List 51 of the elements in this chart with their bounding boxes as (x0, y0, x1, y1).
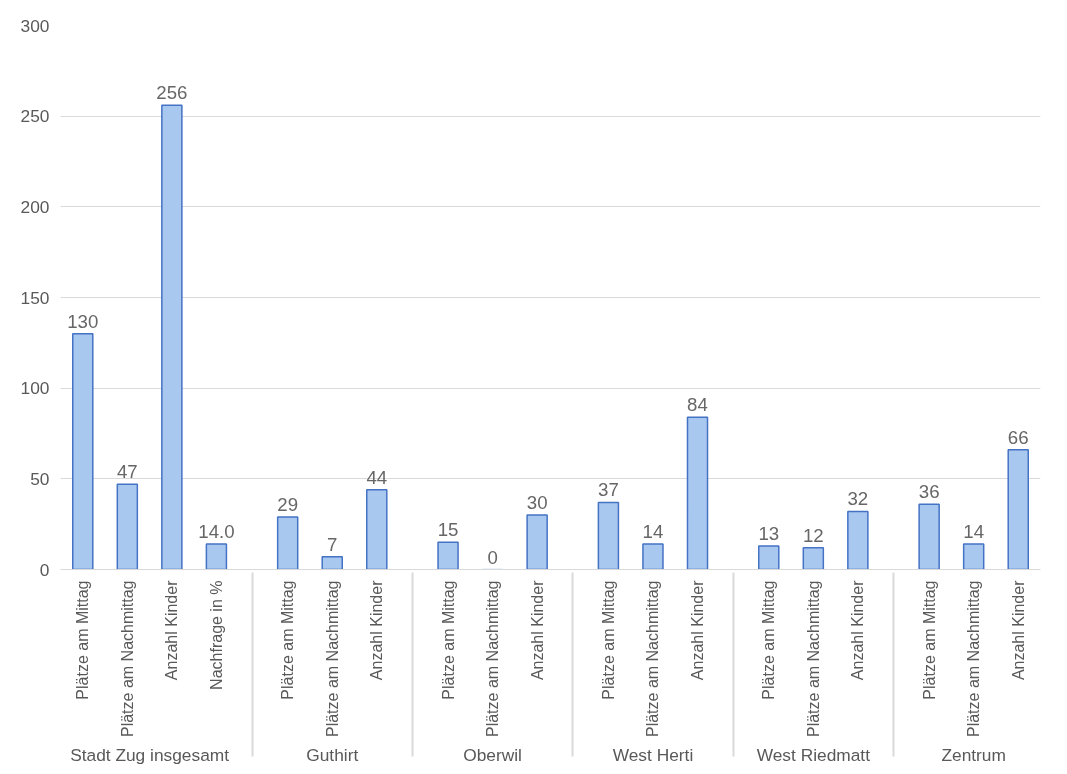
data-label: 36 (918, 481, 940, 503)
y-tick-label: 0 (39, 559, 50, 580)
text: West Herti (612, 745, 694, 766)
data-label: 66 (1007, 426, 1029, 448)
x-tick-label: Plätze am Nachmittag (323, 580, 341, 738)
text: Oberwil (463, 745, 522, 766)
x-tick-label: Plätze am Nachmittag (965, 580, 983, 738)
data-label: 32 (847, 488, 869, 510)
data-label: 15 (437, 519, 459, 541)
data-label: 84 (687, 394, 708, 416)
x-tick-label: Anzahl Kinder (1009, 579, 1027, 681)
y-tick-label: 250 (20, 106, 50, 127)
data-label: 37 (598, 479, 619, 501)
data-label: 44 (366, 466, 388, 488)
data-label: 13 (758, 522, 780, 544)
y-tick-label: 200 (20, 196, 50, 217)
x-tick-label: Plätze am Mittag (439, 580, 457, 700)
y-tick-label: 100 (20, 378, 50, 399)
data-label: 0 (487, 546, 498, 568)
x-tick-label: Plätze am Mittag (279, 580, 297, 700)
y-tick-label: 300 (20, 15, 50, 36)
x-tick-label: Plätze am Mittag (760, 580, 778, 700)
x-tick-label: Plätze am Nachmittag (644, 580, 662, 738)
data-label: 14 (642, 521, 664, 543)
text: West Riedmatt (756, 745, 871, 766)
data-label: 47 (116, 461, 138, 483)
data-label: 7 (327, 533, 338, 555)
x-tick-label: Nachfrage in % (207, 580, 225, 690)
x-tick-label: Anzahl Kinder (849, 579, 867, 681)
y-tick-label: 150 (20, 287, 50, 308)
data-label: 14 (963, 521, 985, 543)
data-label: 256 (156, 82, 188, 104)
data-label: 29 (277, 493, 299, 515)
x-tick-label: Plätze am Mittag (599, 580, 617, 700)
text: Stadt Zug insgesamt (70, 745, 230, 766)
data-label: 14.0 (198, 521, 235, 543)
x-tick-label: Plätze am Mittag (74, 580, 92, 700)
x-tick-label: Plätze am Nachmittag (804, 580, 822, 738)
text: Zentrum (941, 745, 1006, 766)
text: Guthirt (306, 745, 359, 766)
x-tick-label: Anzahl Kinder (528, 579, 546, 681)
data-label: 12 (802, 524, 824, 546)
data-label: 30 (526, 492, 548, 514)
x-tick-label: Anzahl Kinder (163, 579, 181, 681)
x-tick-label: Plätze am Nachmittag (118, 580, 136, 738)
x-tick-label: Anzahl Kinder (689, 579, 706, 681)
x-tick-label: Plätze am Mittag (920, 580, 938, 700)
data-label: 130 (67, 310, 99, 332)
x-tick-label: Plätze am Nachmittag (484, 580, 502, 738)
x-tick-label: Anzahl Kinder (368, 579, 386, 681)
y-tick-label: 50 (30, 468, 50, 489)
